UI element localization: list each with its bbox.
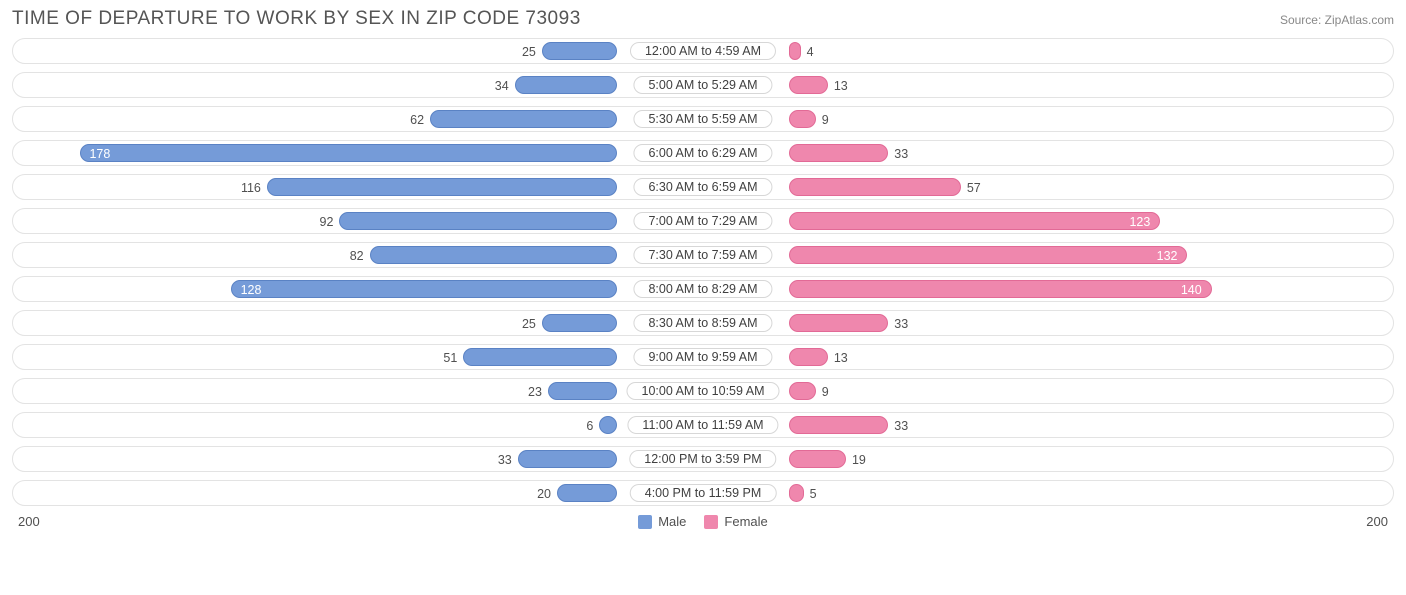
female-value: 33 [894,141,908,167]
female-bar [789,212,1161,230]
male-bar [463,348,617,366]
category-label: 7:00 AM to 7:29 AM [633,212,772,230]
category-label: 4:00 PM to 11:59 PM [630,484,777,502]
male-value: 25 [522,311,536,337]
female-bar [789,144,889,162]
female-bar [789,246,1188,264]
chart-row: 6:00 AM to 6:29 AM 178 33 [12,140,1394,166]
female-value: 140 [1181,277,1202,303]
category-label: 10:00 AM to 10:59 AM [627,382,780,400]
male-value: 33 [498,447,512,473]
male-bar [80,144,618,162]
legend-female-label: Female [724,514,767,529]
male-value: 23 [528,379,542,405]
male-value: 34 [495,73,509,99]
male-value: 116 [241,175,261,201]
chart-row: 12:00 PM to 3:59 PM 33 19 [12,446,1394,472]
female-value: 19 [852,447,866,473]
chart-row: 4:00 PM to 11:59 PM 20 5 [12,480,1394,506]
female-value: 9 [822,379,829,405]
female-value: 57 [967,175,981,201]
female-bar [789,42,801,60]
male-value: 178 [89,141,110,167]
category-label: 8:30 AM to 8:59 AM [633,314,772,332]
male-bar [599,416,617,434]
chart-header: TIME OF DEPARTURE TO WORK BY SEX IN ZIP … [12,8,1394,30]
male-bar [430,110,617,128]
female-bar [789,450,846,468]
chart-row: 12:00 AM to 4:59 AM 25 4 [12,38,1394,64]
male-bar [515,76,618,94]
male-swatch-icon [638,515,652,529]
male-bar [542,42,618,60]
male-value: 25 [522,39,536,65]
legend-male: Male [638,514,686,529]
chart-footer: 200 Male Female 200 [12,514,1394,529]
female-bar [789,382,816,400]
male-value: 62 [410,107,424,133]
female-bar [789,416,889,434]
male-bar [557,484,617,502]
legend-male-label: Male [658,514,686,529]
chart-row: 9:00 AM to 9:59 AM 51 13 [12,344,1394,370]
female-value: 4 [807,39,814,65]
chart-source: Source: ZipAtlas.com [1280,13,1394,27]
female-value: 123 [1129,209,1150,235]
chart-row: 5:30 AM to 5:59 AM 62 9 [12,106,1394,132]
female-value: 9 [822,107,829,133]
category-label: 11:00 AM to 11:59 AM [627,416,778,434]
chart-row: 11:00 AM to 11:59 AM 6 33 [12,412,1394,438]
male-bar [370,246,618,264]
female-value: 132 [1157,243,1178,269]
chart-row: 8:00 AM to 8:29 AM 128 140 [12,276,1394,302]
male-bar [339,212,617,230]
axis-max-right: 200 [1366,514,1388,529]
female-bar [789,484,804,502]
male-bar [518,450,618,468]
male-bar [231,280,618,298]
category-label: 12:00 PM to 3:59 PM [629,450,776,468]
legend-female: Female [704,514,767,529]
male-value: 92 [320,209,334,235]
chart-row: 6:30 AM to 6:59 AM 116 57 [12,174,1394,200]
male-bar [267,178,618,196]
male-value: 51 [443,345,457,371]
male-value: 128 [241,277,262,303]
male-bar [548,382,618,400]
category-label: 5:00 AM to 5:29 AM [633,76,772,94]
male-value: 82 [350,243,364,269]
category-label: 8:00 AM to 8:29 AM [633,280,772,298]
category-label: 7:30 AM to 7:59 AM [633,246,772,264]
category-label: 6:00 AM to 6:29 AM [633,144,772,162]
male-bar [542,314,618,332]
male-value: 20 [537,481,551,507]
female-bar [789,178,961,196]
female-bar [789,76,828,94]
category-label: 9:00 AM to 9:59 AM [633,348,772,366]
female-bar [789,280,1212,298]
chart-area: 12:00 AM to 4:59 AM 25 4 5:00 AM to 5:29 AM… [12,38,1394,506]
chart-row: 10:00 AM to 10:59 AM 23 9 [12,378,1394,404]
category-label: 5:30 AM to 5:59 AM [633,110,772,128]
female-bar [789,110,816,128]
female-bar [789,314,889,332]
male-value: 6 [586,413,593,439]
category-label: 12:00 AM to 4:59 AM [630,42,776,60]
chart-title: TIME OF DEPARTURE TO WORK BY SEX IN ZIP … [12,8,581,30]
axis-max-left: 200 [18,514,40,529]
female-value: 5 [810,481,817,507]
female-value: 33 [894,311,908,337]
category-label: 6:30 AM to 6:59 AM [633,178,772,196]
chart-row: 8:30 AM to 8:59 AM 25 33 [12,310,1394,336]
chart-row: 7:30 AM to 7:59 AM 82 132 [12,242,1394,268]
female-swatch-icon [704,515,718,529]
chart-row: 5:00 AM to 5:29 AM 34 13 [12,72,1394,98]
chart-row: 7:00 AM to 7:29 AM 92 123 [12,208,1394,234]
female-value: 33 [894,413,908,439]
legend: Male Female [638,514,768,529]
female-bar [789,348,828,366]
female-value: 13 [834,345,848,371]
female-value: 13 [834,73,848,99]
